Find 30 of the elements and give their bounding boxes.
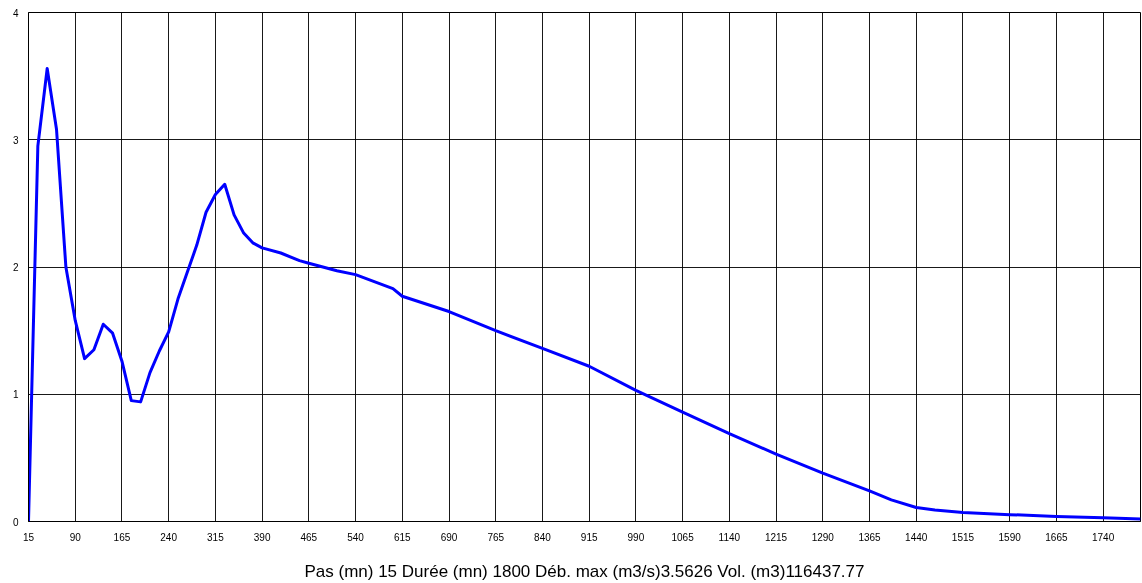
x-tick-label: 765 <box>487 531 505 543</box>
y-tick-label: 4 <box>12 7 19 19</box>
x-tick-label: 1365 <box>858 531 882 543</box>
x-tick-label: 1740 <box>1092 531 1115 543</box>
x-tick-label: 390 <box>253 531 271 543</box>
x-tick-label: 1065 <box>671 531 695 543</box>
x-tick-label: 1665 <box>1045 531 1068 543</box>
x-axis-title: Pas (mn) 15 Durée (mn) 1800 Déb. max (m3/s)3.5626 Vol. (m3)116437.77 <box>304 561 865 581</box>
y-tick-label: 0 <box>12 516 19 528</box>
x-tick-label: 540 <box>347 531 365 543</box>
x-tick-label: 1215 <box>764 531 788 543</box>
x-tick-label: 165 <box>113 531 131 543</box>
x-tick-label: 90 <box>69 531 82 543</box>
x-tick-label: 1290 <box>811 531 835 543</box>
x-tick-label: 15 <box>22 531 35 543</box>
x-tick-label: 1590 <box>998 531 1022 543</box>
y-tick-label: 1 <box>12 389 19 401</box>
x-tick-label: 315 <box>207 531 225 543</box>
y-tick-label: 2 <box>12 262 19 273</box>
x-tick-label: 615 <box>393 531 412 543</box>
x-tick-label: 1515 <box>951 531 975 543</box>
x-tick-label: 240 <box>160 531 178 543</box>
x-tick-label: 1140 <box>718 531 741 543</box>
x-tick-label: 465 <box>300 531 318 543</box>
y-tick-label: 3 <box>12 134 19 146</box>
x-tick-label: 840 <box>534 531 552 543</box>
x-tick-label: 690 <box>440 531 458 543</box>
x-tick-label: 915 <box>580 531 598 543</box>
x-tick-label: 990 <box>627 531 645 543</box>
x-tick-label: 1440 <box>905 531 928 543</box>
